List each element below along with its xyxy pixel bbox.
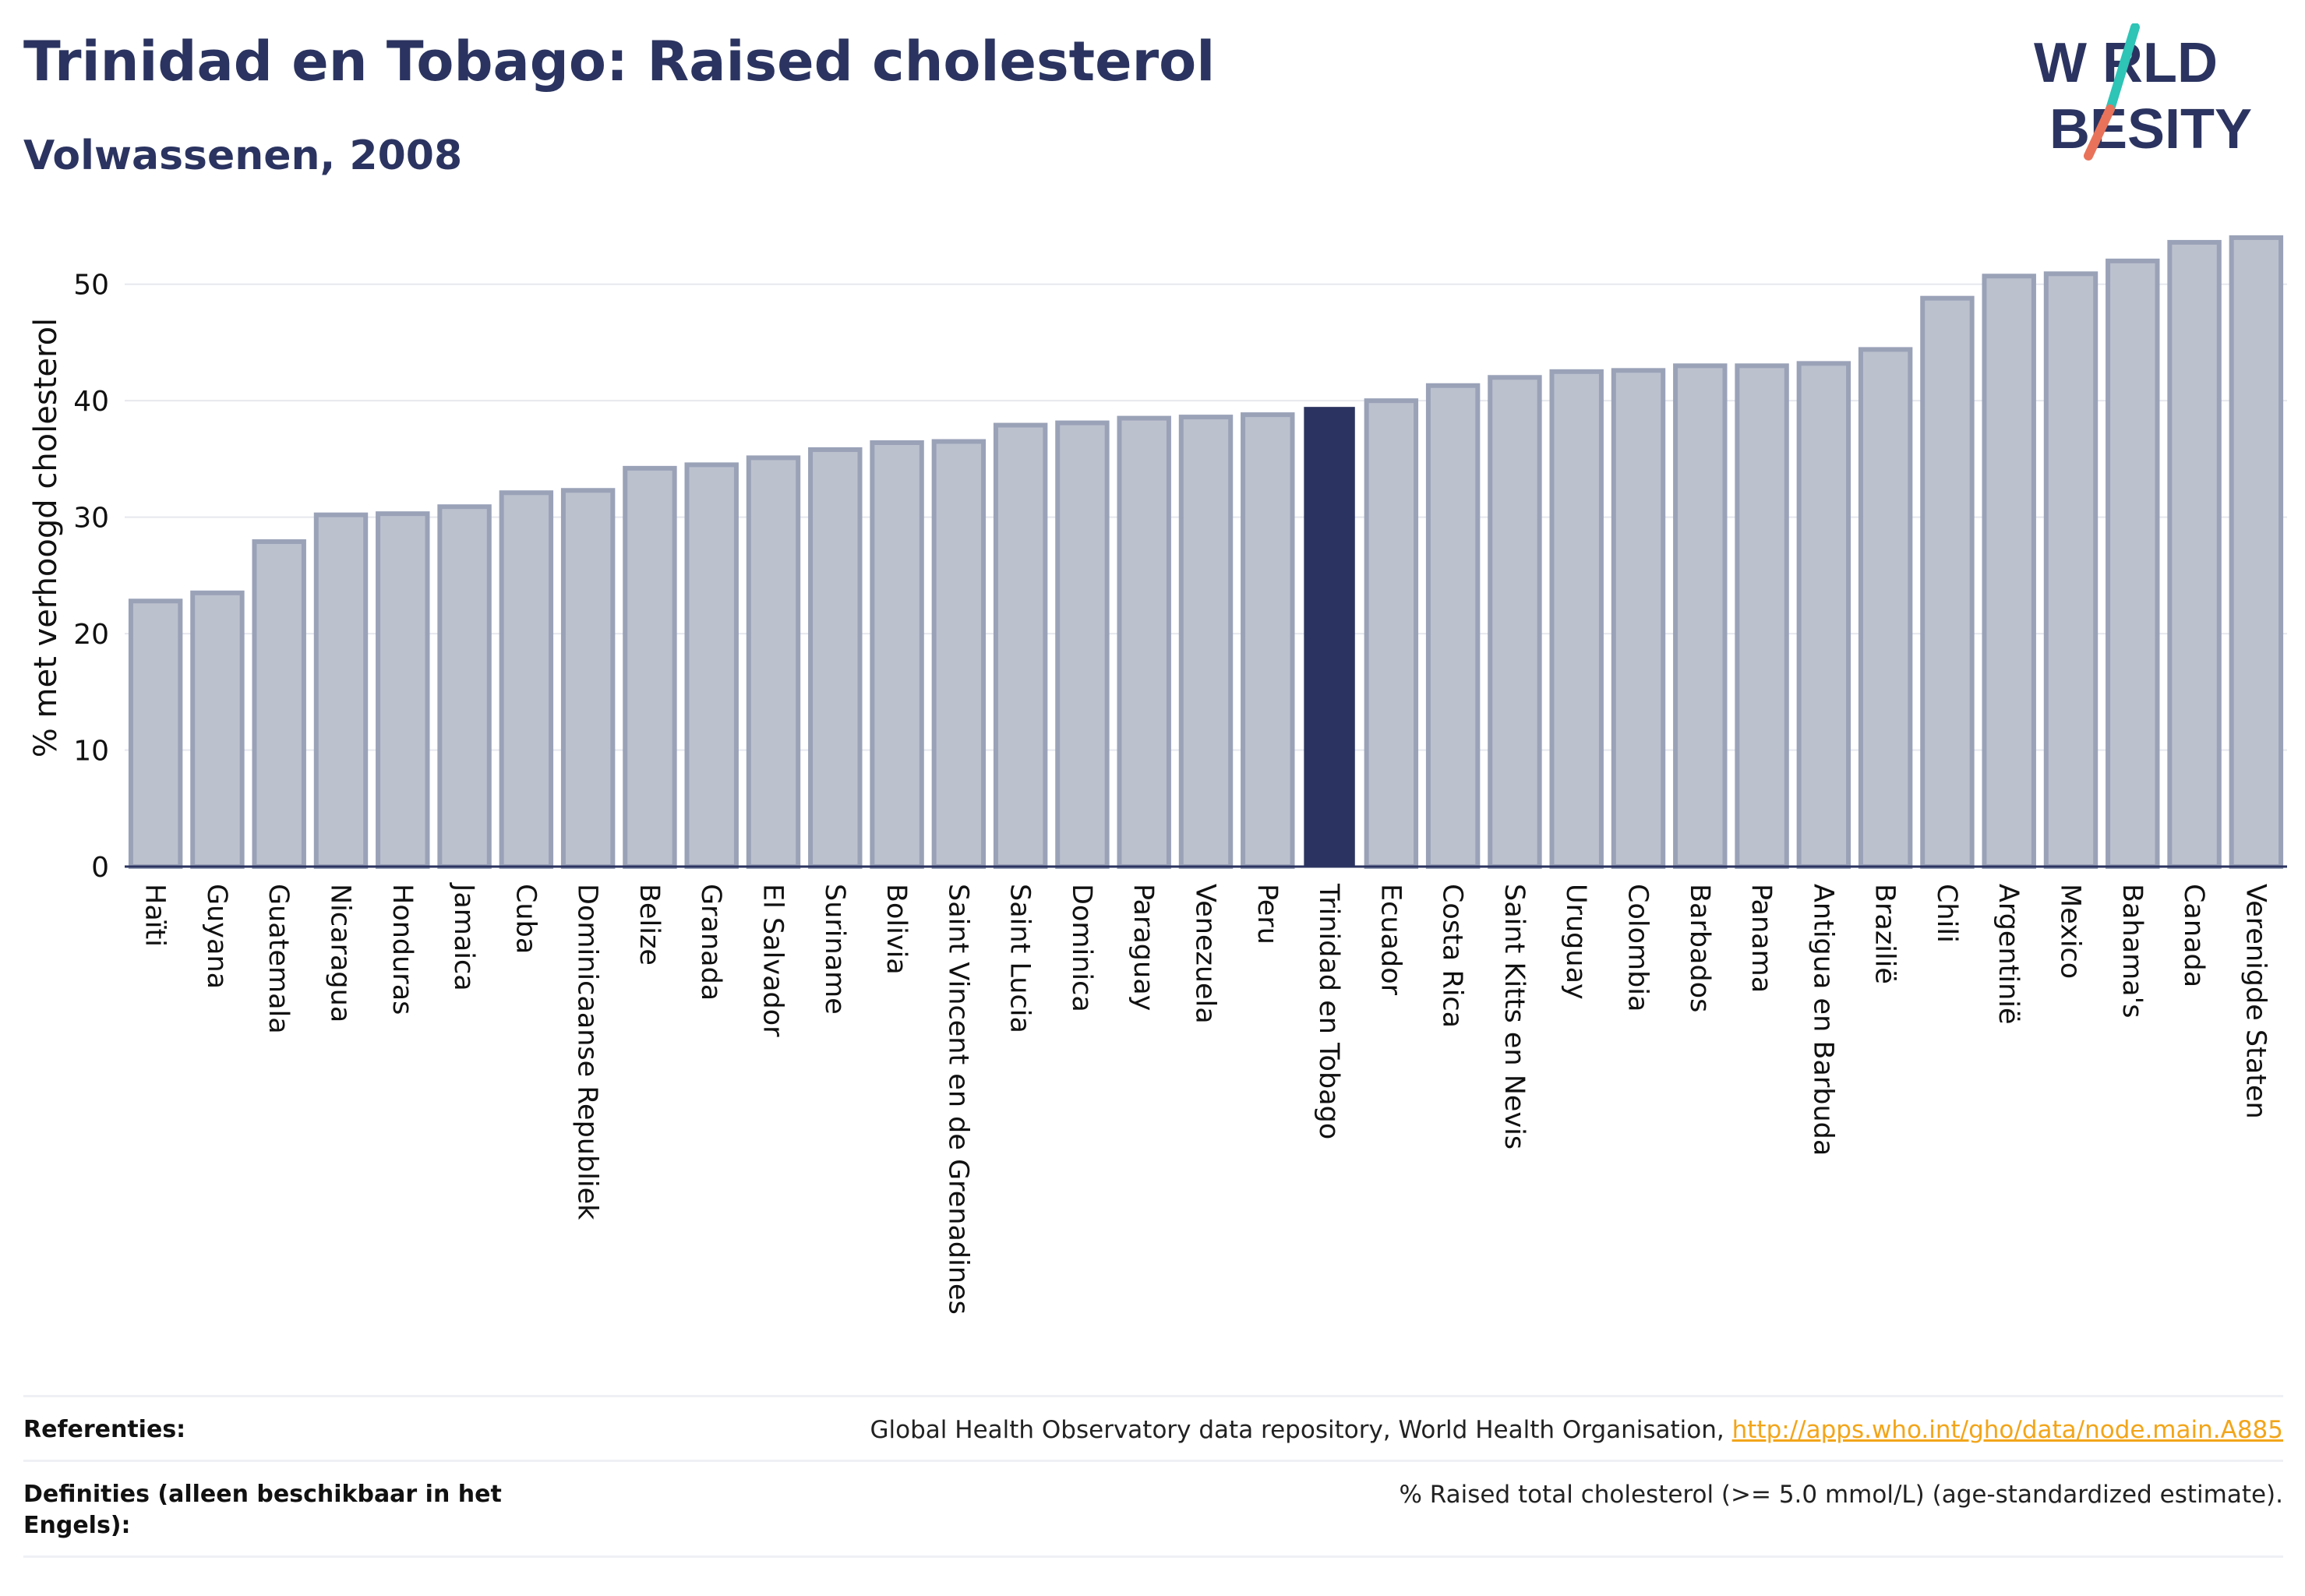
bar[interactable] [993,422,1048,869]
x-tick-label: Haïti [139,884,171,947]
x-tick-label: Dominicaanse Republiek [572,884,603,1220]
bar[interactable] [1241,412,1295,869]
references-label: Referenties: [23,1416,186,1443]
bar[interactable] [560,488,616,870]
logo-slash-top [2106,23,2140,114]
bar[interactable] [808,447,863,869]
bar[interactable] [1425,383,1481,869]
bar[interactable] [1549,369,1604,869]
logo-line-2: BESITY [2034,98,2252,161]
definitions-label: Definities (alleen beschikbaar in het En… [23,1481,502,1539]
bar[interactable] [931,439,987,869]
bar-layer [128,235,2284,870]
x-tick-label: Venezuela [1190,884,1221,1024]
y-tick-label: 20 [73,619,109,651]
x-tick-label: Canada [2178,884,2209,987]
x-tick-label: Argentinië [1993,884,2024,1025]
x-tick-label: Uruguay [1560,884,1591,1000]
x-tick-label: Peru [1251,884,1283,945]
logo-slash-bottom [2084,104,2115,161]
x-tick-label: Honduras [387,884,418,1015]
x-tick-label: Bolivia [881,884,912,975]
bar[interactable] [2043,271,2099,869]
x-tick-label: Panama [1746,884,1777,993]
references-link[interactable]: http://apps.who.int/gho/data/node.main.A… [1731,1416,2283,1444]
bar[interactable] [1673,363,1728,869]
x-tick-label: El Salvador [757,884,789,1037]
bar[interactable] [1178,415,1234,869]
y-axis-label: % met verhoogd cholesterol [28,318,64,757]
definitions-row: Definities (alleen beschikbaar in het En… [23,1460,2283,1558]
x-tick-label: Antigua en Barbuda [1807,884,1838,1156]
bar[interactable] [499,490,554,869]
y-tick-label: 0 [91,852,109,884]
bar[interactable] [684,462,739,869]
x-tick-label: Costa Rica [1437,884,1468,1028]
bar[interactable] [2229,235,2284,870]
x-tick-label: Saint Lucia [1004,884,1036,1033]
bar[interactable] [313,512,369,869]
references-value: Global Health Observatory data repositor… [870,1414,2283,1446]
x-tick-label: Chili [1931,884,1962,943]
bar[interactable] [1055,420,1110,869]
footer: Referenties: Global Health Observatory d… [23,1395,2283,1558]
bar[interactable] [252,539,306,869]
x-tick-label: Saint Kitts en Nevis [1498,884,1530,1149]
x-tick-label: Brazilië [1869,884,1901,984]
x-tick-label: Granada [695,884,726,1001]
x-tick-label: Jamaica [448,882,479,991]
bar[interactable] [870,440,924,869]
chart-title: Trinidad en Tobago: Raised cholesterol [23,30,1216,94]
bar[interactable] [1796,361,1851,869]
bar[interactable] [190,590,245,869]
bar[interactable] [1920,295,1975,869]
bar[interactable] [376,511,430,869]
x-tick-label: Nicaragua [325,884,356,1022]
x-tick-label: Guatemala [263,884,294,1034]
y-tick-label: 10 [73,736,109,768]
x-tick-label: Paraguay [1128,884,1159,1011]
bar[interactable] [1611,368,1666,870]
x-tick-label: Bahama's [2116,884,2148,1019]
y-tick-label: 40 [73,386,109,418]
bar[interactable] [2106,258,2160,869]
bar-highlighted[interactable] [1304,407,1355,867]
x-tick-label: Barbados [1684,884,1715,1012]
bar[interactable] [2167,239,2222,869]
x-tick-label: Trinidad en Tobago [1313,883,1344,1139]
x-tick-label: Mexico [2055,884,2086,979]
bar-chart: 0 10 20 30 40 50 Haïti Guyana Guatemala Nicaragua… [28,235,2287,1315]
world-obesity-logo: W RLD BESITY [2034,23,2252,161]
bar[interactable] [1735,363,1789,869]
x-tick-label: Dominica [1066,884,1097,1012]
bar[interactable] [1364,398,1419,869]
x-tick-label: Saint Vincent en de Grenadines [942,884,973,1315]
x-tick-label: Colombia [1622,884,1654,1012]
axis-layer: 0 10 20 30 40 50 Haïti Guyana Guatemala Nicaragua… [73,270,2287,1315]
bar[interactable] [1982,274,2036,869]
x-tick-label: Cuba [510,884,541,954]
bar[interactable] [128,598,183,870]
bar[interactable] [623,465,677,870]
bar[interactable] [746,455,801,869]
bar[interactable] [1858,347,1913,869]
x-tick-label: Suriname [819,884,850,1015]
bar[interactable] [437,504,492,869]
references-text: Global Health Observatory data repositor… [870,1416,1732,1444]
y-tick-label: 50 [73,270,109,302]
y-tick-label: 30 [73,503,109,535]
chart-subtitle: Volwassenen, 2008 [23,132,463,179]
bar[interactable] [1488,375,1542,870]
x-tick-label: Belize [634,884,665,966]
references-row: Referenties: Global Health Observatory d… [23,1395,2283,1460]
x-tick-label: Verenigde Staten [2240,884,2271,1119]
bar[interactable] [1117,415,1171,869]
x-tick-label: Ecuador [1375,884,1406,996]
definitions-value: % Raised total cholesterol (>= 5.0 mmol/… [1399,1481,2283,1509]
x-tick-label: Guyana [201,884,232,989]
